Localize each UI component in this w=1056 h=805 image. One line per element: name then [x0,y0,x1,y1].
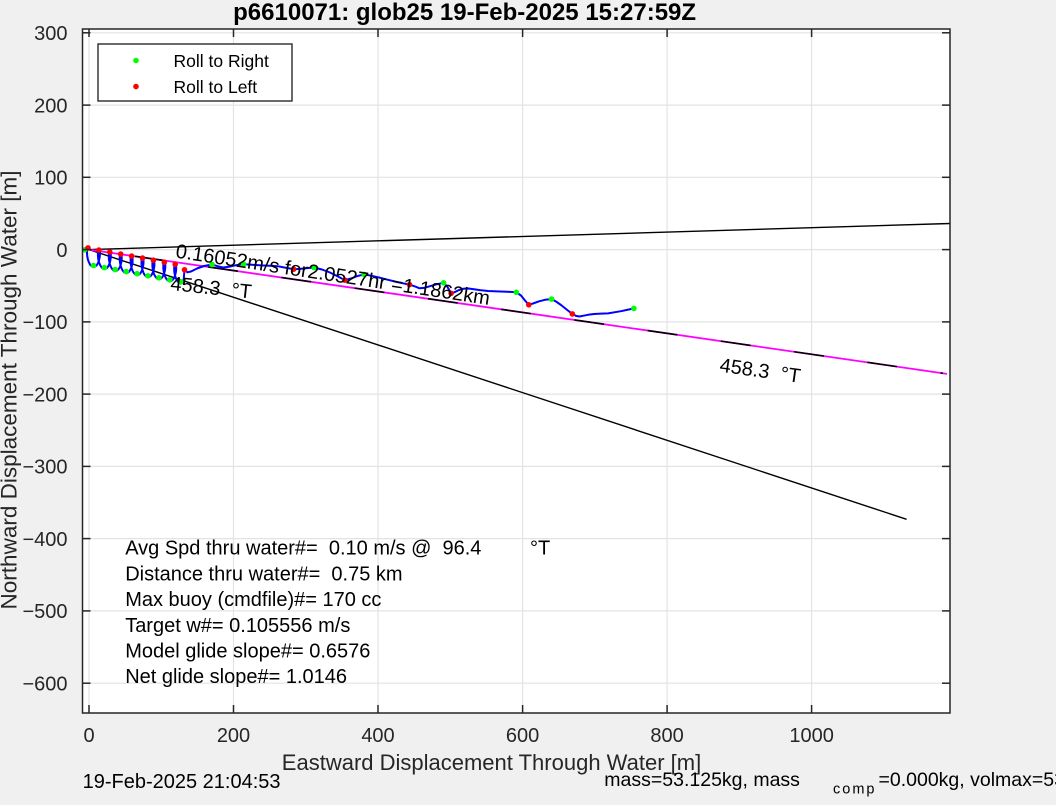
svg-text:Net glide slope#= 1.0146: Net glide slope#= 1.0146 [125,666,347,688]
svg-text:Avg Spd thru water#= 0.10 m/s: Avg Spd thru water#= 0.10 m/s @ 96.4 [125,538,481,560]
svg-text:300: 300 [34,23,67,45]
svg-text:°T: °T [530,538,550,560]
svg-text:800: 800 [650,725,683,747]
svg-text:0: 0 [56,240,67,262]
svg-text:−600: −600 [22,674,67,696]
svg-text:Roll to Left: Roll to Left [174,77,258,97]
svg-text:Distance thru water#= 0.75 km: Distance thru water#= 0.75 km [125,563,402,585]
svg-text:1000: 1000 [789,725,834,747]
svg-text:−500: −500 [22,601,67,623]
svg-text:400: 400 [361,725,394,747]
svg-text:Roll to Right: Roll to Right [174,51,269,71]
svg-text:p6610071: glob25 19-Feb-2025 1: p6610071: glob25 19-Feb-2025 15:27:59Z [233,0,696,26]
svg-text:=0.000kg, volmax=53: =0.000kg, volmax=53 [879,769,1056,791]
svg-text:Target w#= 0.105556 m/s: Target w#= 0.105556 m/s [125,615,350,637]
svg-text:−300: −300 [22,457,67,479]
svg-text:600: 600 [506,725,539,747]
svg-text:200: 200 [34,95,67,117]
svg-text:Northward Displacement Through: Northward Displacement Through Water [m] [0,171,22,610]
svg-text:Max buoy (cmdfile)#= 170 cc: Max buoy (cmdfile)#= 170 cc [125,589,381,611]
svg-text:19-Feb-2025 21:04:53: 19-Feb-2025 21:04:53 [83,771,281,793]
svg-text:0: 0 [83,725,94,747]
svg-text:−200: −200 [22,384,67,406]
svg-text:mass=53.125kg, mass: mass=53.125kg, mass [604,769,800,791]
svg-text:comp: comp [833,782,876,798]
svg-text:−100: −100 [22,312,67,334]
svg-text:Model glide slope#= 0.6576: Model glide slope#= 0.6576 [125,641,370,663]
svg-text:200: 200 [217,725,250,747]
svg-text:100: 100 [34,168,67,190]
svg-text:−400: −400 [22,529,67,551]
